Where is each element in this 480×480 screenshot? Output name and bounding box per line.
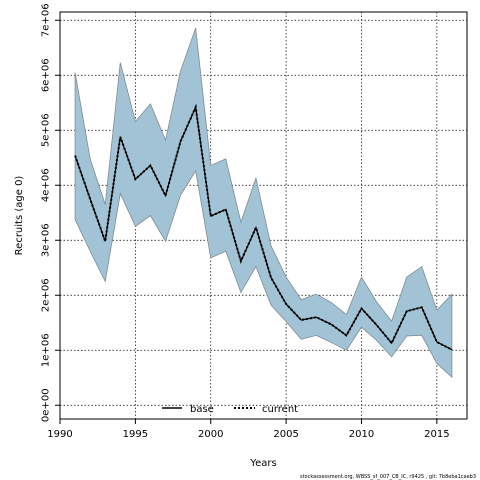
y-tick-label-3e+06: 3e+06 — [41, 223, 52, 257]
x-axis-title: Years — [249, 458, 276, 469]
y-tick-label-0e+00: 0e+00 — [41, 388, 52, 422]
y-axis: 0e+00 1e+06 2e+06 3e+06 4e+06 5e+06 6e+06 7e+06 — [41, 3, 60, 422]
y-tick-label-4e+06: 4e+06 — [41, 168, 52, 202]
y-axis-title: Recruits (age 0) — [14, 176, 25, 256]
series-lines — [74, 103, 453, 351]
y-tick-label-5e+06: 5e+06 — [41, 113, 52, 147]
y-tick-label-2e+06: 2e+06 — [41, 278, 52, 312]
legend-label-current: current — [262, 404, 298, 415]
plot-frame — [59, 11, 468, 420]
y-tick-label-1e+06: 1e+06 — [41, 333, 52, 367]
y-tick-label-7e+06: 7e+06 — [41, 3, 52, 37]
legend-label-base: base — [190, 404, 214, 415]
series-line-current — [74, 103, 453, 351]
x-tick-label-1995: 1995 — [123, 429, 148, 440]
x-tick-label-2010: 2010 — [349, 429, 374, 440]
footer-note: stockassessment.org, WBSS_sf_007_CB_IC, … — [300, 474, 476, 480]
x-tick-label-2015: 2015 — [424, 429, 449, 440]
legend: base current — [162, 404, 298, 415]
x-tick-label-2000: 2000 — [198, 429, 223, 440]
x-tick-label-2005: 2005 — [273, 429, 298, 440]
y-tick-label-6e+06: 6e+06 — [41, 58, 52, 92]
confidence-band — [74, 27, 453, 379]
x-tick-label-1990: 1990 — [47, 429, 72, 440]
x-axis: 1990 1995 2000 2005 2010 2015 — [47, 419, 450, 440]
